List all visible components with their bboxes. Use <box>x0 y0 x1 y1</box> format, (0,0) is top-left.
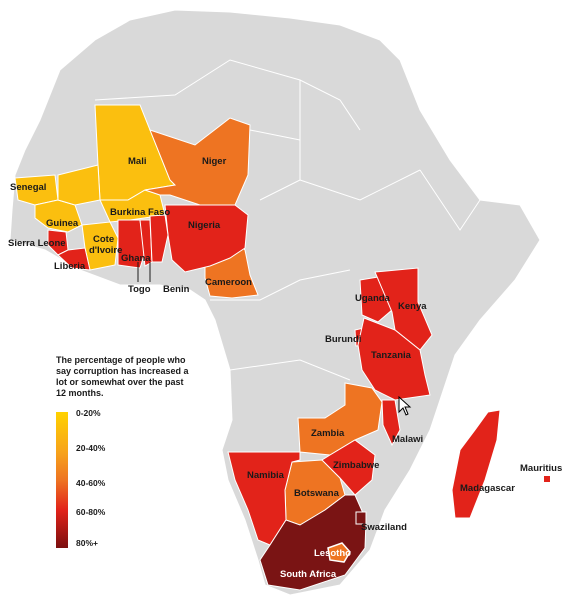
country-tanzania[interactable] <box>357 317 431 401</box>
label-lesotho: Lesotho <box>314 548 351 559</box>
label-burkina-faso: Burkina Faso <box>110 207 170 218</box>
label-burundi: Burundi <box>325 334 361 345</box>
label-sierra-leone: Sierra Leone <box>8 238 66 249</box>
country-swaziland[interactable] <box>355 511 367 525</box>
country-liberia[interactable] <box>57 247 91 271</box>
label-cote-1: Cote <box>93 234 114 245</box>
mouse-cursor-icon <box>398 396 412 416</box>
label-kenya: Kenya <box>398 301 427 312</box>
label-cameroon: Cameroon <box>205 277 252 288</box>
label-mali: Mali <box>128 156 146 167</box>
label-togo: Togo <box>128 284 151 295</box>
label-senegal: Senegal <box>10 182 46 193</box>
country-benin[interactable] <box>149 214 169 263</box>
country-lesotho[interactable] <box>327 542 351 563</box>
label-cote-2: d'Ivoire <box>89 245 122 256</box>
label-uganda: Uganda <box>355 293 391 304</box>
label-benin: Benin <box>163 284 190 295</box>
label-madagascar: Madagascar <box>460 483 515 494</box>
legend-title: The percentage of people who say corrupt… <box>56 355 189 398</box>
country-extra-yellow <box>57 164 101 206</box>
label-niger: Niger <box>202 156 227 167</box>
country-nigeria[interactable] <box>164 204 249 273</box>
legend-tick-60-80: 60-80% <box>76 507 106 517</box>
country-burkina[interactable] <box>99 189 166 223</box>
legend-tick-0-20: 0-20% <box>76 408 101 418</box>
country-malawi[interactable] <box>381 399 401 447</box>
label-botswana: Botswana <box>294 488 340 499</box>
map-legend: The percentage of people who say corrupt… <box>56 355 196 548</box>
country-mauritius[interactable] <box>544 476 550 482</box>
label-malawi: Malawi <box>392 434 423 445</box>
label-ghana: Ghana <box>121 253 151 264</box>
legend-tick-20-40: 20-40% <box>76 443 106 453</box>
label-swaziland: Swaziland <box>361 522 407 533</box>
country-madagascar[interactable] <box>451 409 501 519</box>
label-south-africa: South Africa <box>280 569 337 580</box>
label-zambia: Zambia <box>311 428 345 439</box>
country-kenya[interactable] <box>374 267 433 351</box>
legend-tick-40-60: 40-60% <box>76 478 106 488</box>
legend-tick-80-plus: 80%+ <box>76 538 98 548</box>
label-guinea: Guinea <box>46 218 79 229</box>
label-zimbabwe: Zimbabwe <box>333 460 379 471</box>
label-liberia: Liberia <box>54 261 86 272</box>
label-namibia: Namibia <box>247 470 285 481</box>
country-zimbabwe[interactable] <box>321 439 376 496</box>
label-tanzania: Tanzania <box>371 350 412 361</box>
label-mauritius: Mauritius <box>520 463 562 474</box>
label-nigeria: Nigeria <box>188 220 221 231</box>
legend-color-scale <box>56 412 68 548</box>
border-lines <box>94 59 481 381</box>
